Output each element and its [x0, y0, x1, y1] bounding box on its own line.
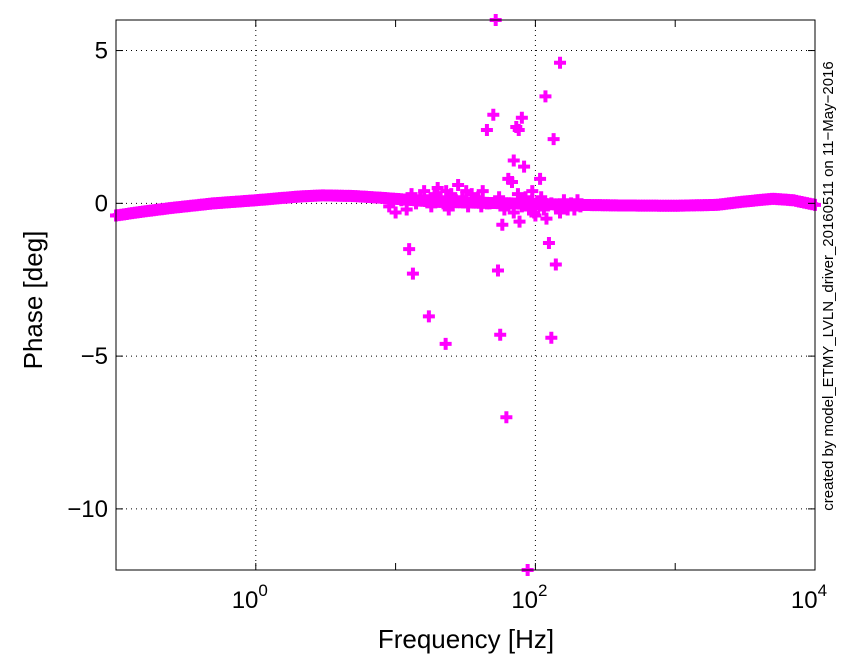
- data-point: [515, 111, 528, 124]
- data-point: [472, 191, 485, 204]
- data-point: [498, 203, 511, 216]
- data-point: [445, 188, 458, 201]
- data-point: [428, 188, 441, 201]
- data-point: [511, 188, 524, 201]
- data-point: [526, 185, 539, 198]
- data-point: [547, 133, 560, 146]
- y-tick-label: 0: [95, 190, 108, 217]
- data-point: [434, 191, 447, 204]
- data-point: [539, 90, 552, 103]
- data-point: [507, 206, 520, 219]
- data-point: [442, 203, 455, 216]
- data-point: [493, 191, 506, 204]
- created-by-note: created by model_ETMY_LVLN_driver_201605…: [820, 61, 837, 510]
- data-point: [406, 267, 419, 280]
- data-point: [452, 179, 465, 191]
- data-point: [383, 200, 396, 213]
- data-point: [542, 237, 555, 250]
- data-point: [554, 206, 567, 219]
- data-point: [518, 160, 531, 173]
- x-tick-label: 100: [232, 581, 268, 614]
- data-point: [554, 56, 567, 69]
- data-point: [465, 188, 478, 201]
- data-point: [549, 258, 562, 271]
- data-point: [422, 310, 435, 323]
- data-point: [528, 206, 541, 219]
- y-tick-label: −10: [67, 496, 108, 523]
- data-point: [437, 197, 450, 210]
- data-point: [389, 206, 402, 219]
- data-point: [494, 328, 507, 341]
- axis-ticks: [115, 20, 816, 570]
- data-point: [503, 197, 516, 210]
- data-point: [395, 194, 408, 207]
- data-point: [535, 191, 548, 204]
- data-point: [532, 197, 545, 210]
- data-point: [431, 182, 444, 195]
- data-point: [519, 191, 532, 204]
- data-point: [456, 191, 469, 204]
- data-point: [410, 197, 423, 210]
- data-points: [110, 14, 821, 576]
- data-point: [505, 175, 518, 188]
- data-point: [403, 243, 416, 256]
- x-tick-label: 102: [511, 581, 547, 614]
- data-point: [425, 200, 438, 213]
- data-point: [491, 264, 504, 277]
- data-point: [405, 188, 418, 201]
- data-point: [557, 194, 570, 207]
- data-point: [568, 203, 581, 216]
- y-tick-label: 5: [95, 38, 108, 65]
- x-axis-label: Frequency [Hz]: [378, 624, 554, 654]
- data-point: [515, 200, 528, 213]
- data-point: [400, 203, 413, 216]
- y-axis-label: Phase [deg]: [18, 231, 48, 370]
- data-point: [512, 124, 525, 136]
- data-point: [537, 203, 550, 216]
- data-point: [439, 337, 452, 350]
- data-point: [507, 154, 520, 167]
- data-point: [565, 197, 578, 210]
- x-tick-label: 104: [791, 581, 827, 614]
- data-point: [462, 200, 475, 213]
- data-point: [540, 212, 553, 225]
- data-point: [421, 194, 434, 207]
- data-point: [418, 185, 431, 198]
- data-point: [496, 218, 509, 231]
- tick-labels: 100 102 104 5 0 −5 −10: [67, 38, 827, 614]
- data-point: [574, 200, 587, 213]
- data-point: [571, 194, 584, 207]
- data-point: [487, 108, 500, 121]
- data-point: [476, 185, 489, 198]
- data-point: [449, 194, 462, 207]
- data-point: [480, 124, 493, 136]
- data-point: [414, 191, 427, 204]
- data-point: [513, 215, 526, 228]
- data-point: [483, 197, 496, 210]
- data-point: [534, 172, 547, 185]
- data-point: [545, 331, 558, 344]
- plot-area-frame: [115, 19, 816, 571]
- data-point: [500, 411, 513, 424]
- y-tick-label: −5: [81, 343, 108, 370]
- data-point: [549, 200, 562, 213]
